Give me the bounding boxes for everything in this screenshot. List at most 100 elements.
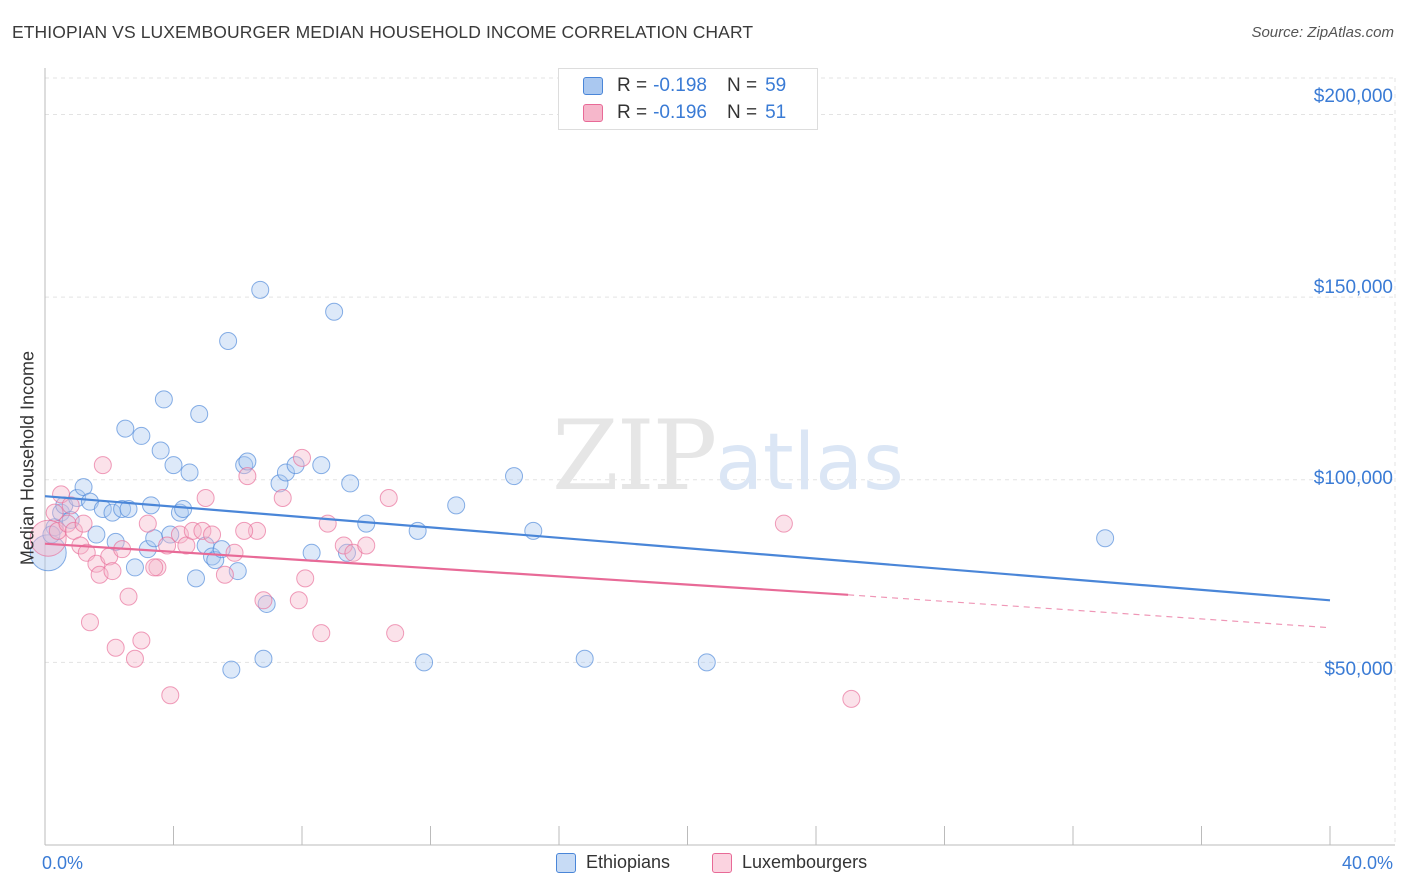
luxembourger-point (254, 591, 273, 610)
ethiopian-point (125, 558, 144, 577)
ethiopian-point (219, 331, 238, 350)
luxembourger-point (238, 467, 257, 486)
ethiopians-label: Ethiopians (586, 852, 671, 872)
trendline-ethiopians (44, 495, 1331, 602)
ethiopian-point (238, 452, 257, 471)
luxembourger-point (106, 638, 125, 657)
luxembourger-point (74, 514, 93, 533)
ethiopian-point (180, 463, 199, 482)
ethiopian-point (190, 405, 209, 424)
chart-title: ETHIOPIAN VS LUXEMBOURGER MEDIAN HOUSEHO… (12, 22, 754, 42)
luxembourger-point (93, 456, 112, 475)
bottom-legend-luxembourgers: Luxembourgers (712, 852, 867, 873)
luxembourger-point (45, 503, 64, 522)
ethiopian-point (154, 390, 173, 409)
ethiopian-point (251, 280, 270, 299)
luxembourgers-swatch (583, 104, 603, 122)
trendline-luxembourgers (44, 542, 849, 596)
n-label: N = (726, 102, 758, 123)
luxembourgers-label: Luxembourgers (742, 852, 868, 872)
ethiopian-point (254, 649, 273, 668)
ethiopian-point (312, 456, 331, 475)
luxembourger-point (357, 536, 376, 555)
ethiopian-point (286, 456, 305, 475)
luxembourger-point (161, 686, 180, 705)
luxembourger-point (312, 624, 331, 643)
ethiopian-point (119, 499, 138, 518)
ethiopian-point (151, 441, 170, 460)
luxembourger-point (203, 525, 222, 544)
luxembourger-point (235, 521, 254, 540)
ethiopian-point (302, 543, 321, 562)
luxembourger-point (138, 514, 157, 533)
luxembourger-point (183, 521, 202, 540)
r-label: R = (617, 102, 648, 123)
source-label: Source: ZipAtlas.com (1251, 24, 1394, 41)
watermark-atlas: atlas (715, 418, 904, 508)
ethiopians-swatch (583, 77, 603, 95)
luxembourger-point (125, 649, 144, 668)
legend-row-ethiopians: R = -0.198 N = 59 (583, 74, 786, 98)
ethiopian-point (203, 547, 222, 566)
ethiopian-point (161, 525, 180, 544)
r-value: -0.198 (653, 75, 707, 96)
ethiopian-point (1096, 529, 1115, 548)
luxembourger-point (29, 519, 67, 557)
ethiopian-point (186, 569, 205, 588)
ethiopian-point (235, 456, 254, 475)
luxembourger-point (296, 569, 315, 588)
luxembourger-point (774, 514, 793, 533)
watermark-zip: ZIP (552, 400, 717, 512)
ethiopian-point (222, 660, 241, 679)
luxembourger-point (158, 536, 177, 555)
y-tick-label: $150,000 (1313, 277, 1393, 298)
luxembourger-point (58, 514, 77, 533)
ethiopian-point (87, 525, 106, 544)
ethiopian-point (270, 474, 289, 493)
ethiopian-point (575, 649, 594, 668)
ethiopian-point (276, 463, 295, 482)
ethiopian-point (325, 302, 344, 321)
luxembourger-point (248, 521, 267, 540)
correlation-legend: R = -0.198 N = 59 R = -0.196 N = 51 (558, 68, 818, 130)
luxembourger-point (273, 489, 292, 508)
luxembourger-point (61, 496, 80, 515)
r-label: R = (617, 75, 648, 96)
y-tick-label: $100,000 (1313, 468, 1393, 489)
luxembourgers-swatch (712, 852, 732, 873)
legend-row-luxembourgers: R = -0.196 N = 51 (583, 101, 786, 125)
luxembourger-point (289, 591, 308, 610)
luxembourger-point (193, 521, 212, 540)
r-value: -0.196 (653, 102, 707, 123)
ethiopian-point (447, 496, 466, 515)
luxembourger-point (119, 587, 138, 606)
ethiopian-point (341, 474, 360, 493)
luxembourger-point (334, 536, 353, 555)
bottom-legend-ethiopians: Ethiopians (556, 852, 670, 873)
watermark: ZIPatlas (552, 400, 904, 512)
ethiopian-point (415, 653, 434, 672)
ethiopians-swatch (556, 852, 576, 873)
ethiopian-point (164, 456, 183, 475)
luxembourger-point (225, 543, 244, 562)
luxembourger-point (145, 558, 164, 577)
luxembourger-point (379, 489, 398, 508)
luxembourger-point (293, 448, 311, 467)
n-value: 51 (765, 102, 787, 123)
y-tick-label: $50,000 (1324, 659, 1393, 680)
ethiopian-point (116, 419, 135, 438)
ethiopian-point (132, 426, 151, 445)
luxembourger-point (80, 613, 99, 632)
luxembourger-point (386, 624, 405, 643)
y-tick-label: $200,000 (1313, 86, 1393, 107)
ethiopian-point (113, 499, 132, 518)
luxembourger-point (103, 562, 122, 581)
luxembourger-point (196, 489, 215, 508)
ethiopian-point (174, 499, 193, 518)
luxembourger-point (48, 521, 67, 540)
luxembourger-point (842, 689, 861, 708)
trendline-extension (848, 594, 1331, 629)
n-label: N = (726, 75, 758, 96)
y-axis-label: Median Household Income (17, 350, 38, 566)
